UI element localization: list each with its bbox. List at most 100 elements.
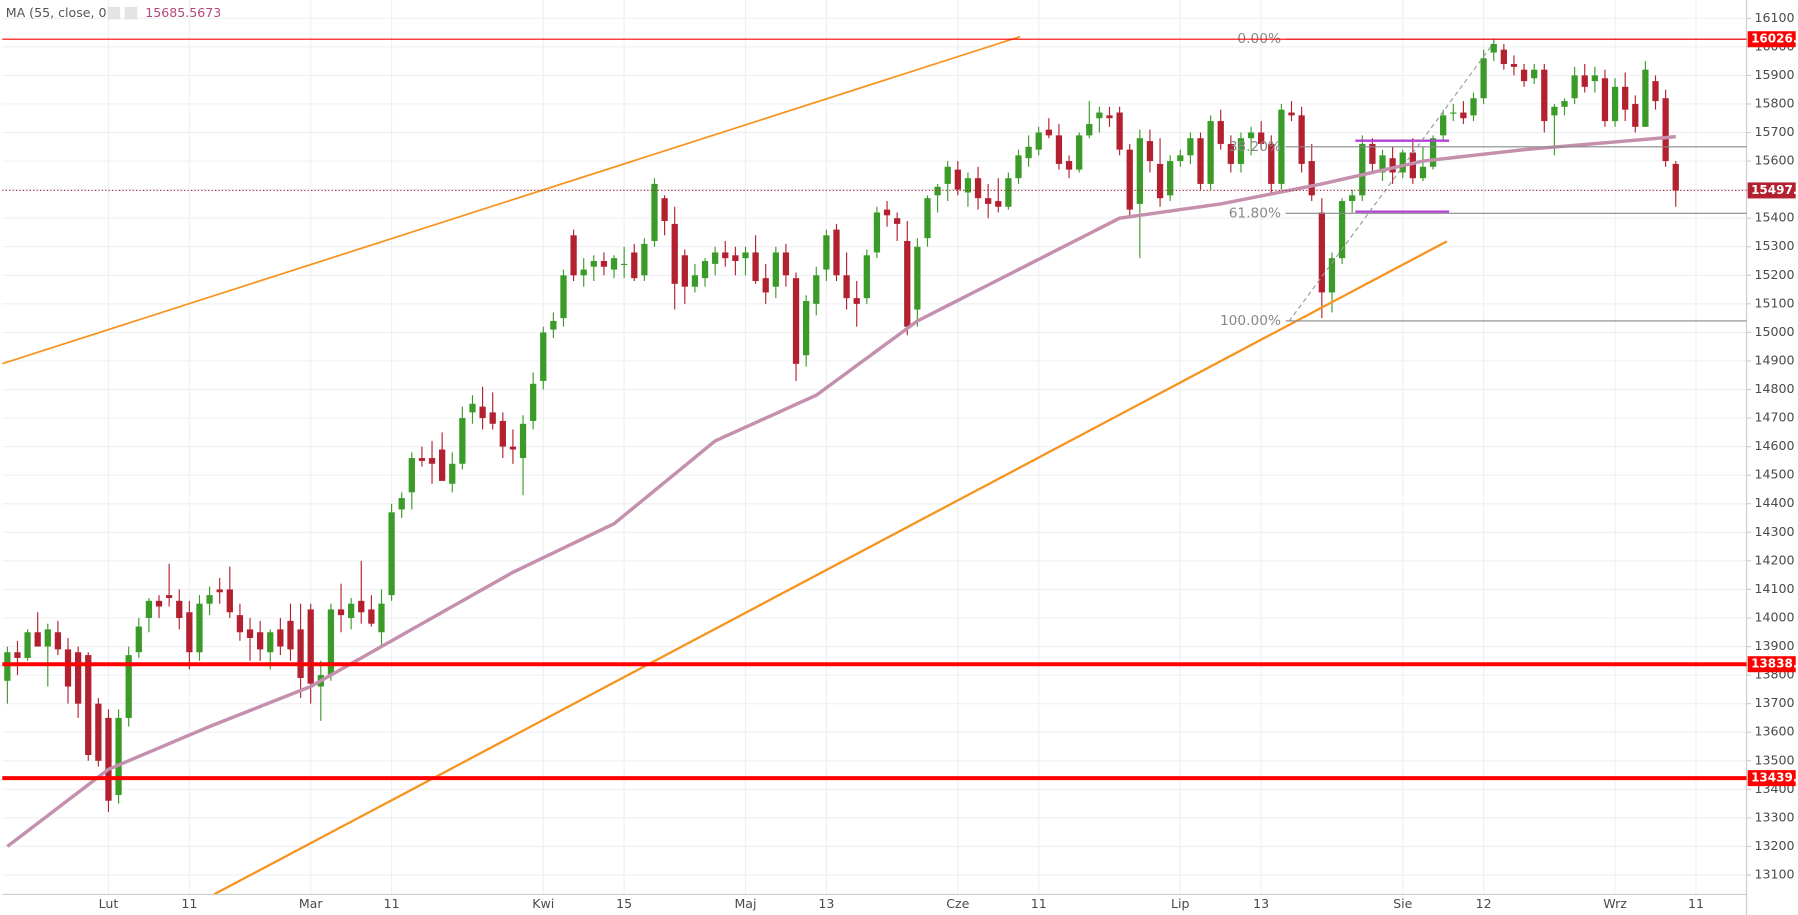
x-tick-label: 13 [818,896,834,911]
x-tick-label: Kwi [532,896,554,911]
candle-body [722,252,729,259]
y-tick-label: 15800 [1755,95,1795,110]
price-label: 13439.2 [1751,771,1798,785]
candle-body [1076,135,1083,170]
x-tick-label: 12 [1476,896,1492,911]
y-tick-label: 13600 [1755,724,1795,739]
candle-body [1632,103,1639,127]
indicator-value: 15685.5673 [145,5,221,20]
candle-body [115,717,122,796]
candle-body [1268,143,1275,184]
candle-body [1025,146,1032,159]
candle-body [1480,58,1487,99]
candle-body [54,632,62,650]
candle-body [651,183,658,242]
candle-body [1662,98,1669,162]
candle-body [1035,132,1042,150]
candle-body [1126,149,1133,210]
candle-body [580,269,587,276]
candle-body [1510,63,1518,67]
candle-body [985,198,992,204]
price-label: 16026.7 [1751,32,1798,46]
candle-body [196,603,203,653]
candle-body [1298,115,1305,164]
y-tick-label: 14400 [1755,495,1795,510]
candle-body [358,600,365,613]
close-icon[interactable] [124,6,138,20]
x-tick-label: 11 [384,896,400,911]
candle-body [287,620,294,650]
trend-line [213,240,1448,896]
candle-body [964,178,972,193]
candle-body [671,223,678,284]
x-tick-label: Maj [734,896,756,911]
candle-body [479,406,486,419]
x-tick-label: Lut [99,896,119,911]
settings-icon[interactable] [107,6,121,20]
candle-body [24,632,31,658]
candle-body [1146,141,1154,162]
candle-body [44,629,51,647]
moving-average [6,134,1676,848]
candle-body [1328,258,1336,293]
candle-body [1359,143,1366,196]
y-tick-label: 15300 [1755,238,1795,253]
candle-body [519,423,527,459]
candle-body [246,629,254,638]
candle-body [813,275,820,304]
candle-body [176,600,183,618]
candle-body [1601,78,1609,122]
candle-body [267,632,274,653]
candle-body [388,512,395,596]
candle-body [712,252,719,264]
candle-body [914,246,921,310]
axes [2,0,1748,915]
y-tick-label: 14500 [1755,467,1795,482]
candle-body [934,186,941,196]
candle-body [570,235,577,276]
price-label-box [1747,31,1796,48]
x-tick-label: 11 [1031,896,1047,911]
x-tick-label: Lip [1171,896,1190,911]
candle-body [216,589,223,593]
candle-body [1440,115,1447,136]
candle-body [206,595,213,604]
candle-body [348,603,355,618]
candle-body [792,278,800,364]
candle-body [1490,43,1497,53]
candle-body [257,632,264,650]
y-tick-label: 14600 [1755,438,1795,453]
candle-body [1227,143,1234,164]
candle-body [64,649,72,687]
candle-body [641,243,648,276]
candle-body [1611,86,1619,122]
candle-body [823,235,830,270]
y-tick-label: 15000 [1755,324,1795,339]
candle-body [974,178,982,199]
candle-body [1450,112,1457,114]
fib-label: 61.80% [1229,205,1281,221]
trend-line [2,35,1021,365]
candle-body [894,218,901,224]
candle-body [681,255,688,287]
candle-body [499,420,506,447]
candle-body [843,275,850,299]
candle-body [732,255,739,262]
candle-body [1642,69,1649,127]
candle-body [1429,138,1437,167]
x-tick-label: Sie [1393,896,1412,911]
candle-body [1197,138,1204,184]
price-label: 15497.2 [1751,183,1798,197]
y-tick-label: 13200 [1755,838,1795,853]
candle-body [1207,121,1214,184]
indicator-name: MA (55, close, 0) [6,5,112,20]
candle-body [449,463,456,484]
candle-body [1571,75,1578,99]
candle-body [418,458,426,461]
candle-body [924,198,931,239]
candle-body [1652,81,1659,102]
candle-body [752,252,759,282]
price-label-box [1747,770,1796,787]
